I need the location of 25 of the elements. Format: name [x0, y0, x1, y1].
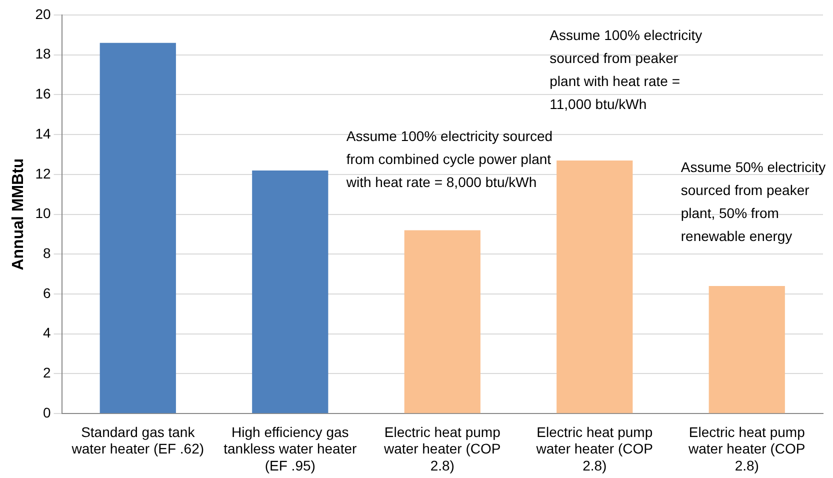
y-tick-label: 6 [42, 284, 51, 301]
y-tick-label: 8 [42, 245, 51, 262]
y-tick-label: 18 [35, 46, 51, 62]
y-tick-label: 16 [35, 86, 51, 102]
annotation: Assume 100% electricity sourced from combined cycle power plant with heat rate = 8,000 btu/kWh [345, 128, 553, 190]
y-axis-title: Annual MMBtu [10, 158, 28, 270]
annotation: Assume 50% electricity sourced from peaker plant, 50% from renewable energy [680, 158, 826, 244]
y-tick-label: 20 [35, 6, 51, 22]
bar [708, 286, 785, 414]
x-tick-label: Electric heat pump water heater (COP 2.8) [535, 424, 653, 474]
y-tick-label: 12 [35, 165, 51, 182]
bar [100, 42, 176, 414]
bar [252, 170, 328, 414]
bar [404, 230, 480, 414]
y-tick-label: 14 [35, 125, 51, 142]
x-tick-label: High efficiency gas tankless water heater (EF .95) [224, 424, 358, 474]
x-tick-label: Standard gas tank water heater (EF .62) [70, 424, 204, 457]
annotation: Assume 100% electricity sourced from peaker plant with heat rate = 11,000 btu/kWh [550, 26, 702, 112]
y-tick-label: 2 [42, 364, 51, 381]
y-tick-label: 0 [42, 404, 51, 420]
y-tick-label: 4 [42, 324, 51, 341]
x-tick-label: Electric heat pump water heater (COP 2.8) [383, 424, 501, 474]
bar [556, 160, 633, 414]
x-tick-label: Electric heat pump water heater (COP 2.8) [688, 424, 806, 474]
y-tick-label: 10 [35, 205, 51, 222]
